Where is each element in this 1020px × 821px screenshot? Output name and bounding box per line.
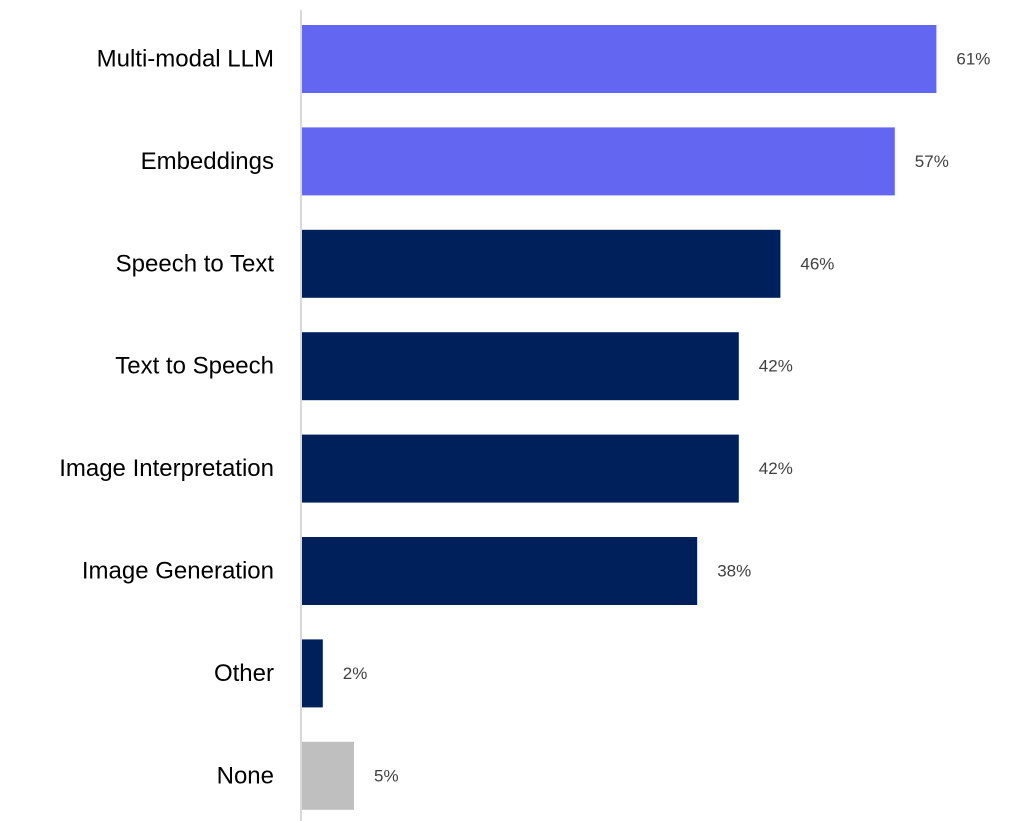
category-label: Embeddings <box>141 148 274 175</box>
value-label: 46% <box>800 254 834 273</box>
bars-group <box>302 25 937 810</box>
value-label: 61% <box>956 50 990 69</box>
category-label: Multi-modal LLM <box>97 46 274 73</box>
bar-other <box>302 639 323 708</box>
category-label: Text to Speech <box>115 353 274 380</box>
bar-text-to-speech <box>302 332 739 401</box>
value-label: 5% <box>374 766 399 785</box>
value-labels-group: 61% 57% 46% 42% 42% 38% 2% 5% <box>343 50 991 786</box>
bar-speech-to-text <box>302 229 781 298</box>
category-label: Other <box>214 660 274 687</box>
category-labels-group: Multi-modal LLM Embeddings Speech to Text T… <box>59 46 274 790</box>
value-label: 57% <box>915 152 949 171</box>
value-label: 2% <box>343 664 368 683</box>
bar-none <box>302 741 354 810</box>
category-label: None <box>217 762 274 789</box>
bar-embeddings <box>302 127 895 196</box>
bar-multi-modal-llm <box>302 25 937 93</box>
category-label: Speech to Text <box>116 250 275 277</box>
value-label: 42% <box>759 459 793 478</box>
category-label: Image Interpretation <box>59 455 274 482</box>
bar-image-generation <box>302 537 698 605</box>
value-label: 38% <box>717 562 751 581</box>
value-label: 42% <box>759 357 793 376</box>
category-label: Image Generation <box>82 558 274 585</box>
bar-image-interpretation <box>302 434 739 503</box>
